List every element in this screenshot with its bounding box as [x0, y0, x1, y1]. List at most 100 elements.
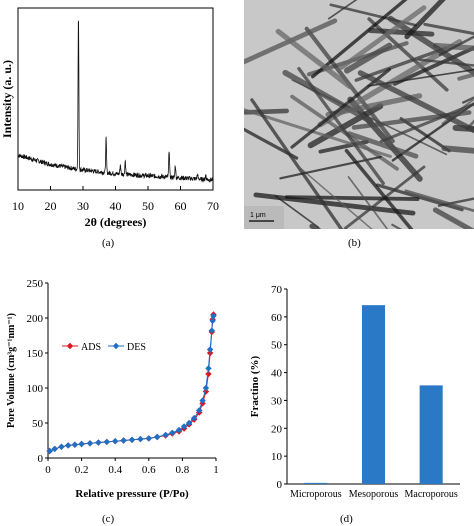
tem-nanorod — [457, 72, 474, 81]
tem-nanorod — [244, 127, 299, 160]
xrd-x-axis-label: 2θ (degrees) — [85, 215, 147, 229]
iso-x-tick-label: 0.6 — [142, 464, 156, 476]
tem-nanorod — [279, 155, 382, 180]
iso-point-des — [112, 438, 119, 445]
tem-nanorod — [284, 195, 420, 201]
iso-legend-marker — [112, 342, 120, 350]
iso-x-axis-label: Relative pressure (P/Po) — [75, 488, 189, 500]
tem-nanorod — [297, 66, 385, 186]
tem-nanorod — [339, 5, 427, 70]
iso-point-des — [78, 440, 85, 448]
iso-x-tick-label: 0.4 — [108, 464, 122, 476]
iso-point-ads — [205, 370, 212, 378]
tem-nanorod — [391, 102, 474, 162]
iso-y-tick-label: 200 — [27, 313, 44, 325]
iso-x-tick-label: 1 — [213, 464, 219, 476]
bar-y-tick-label: 30 — [271, 395, 283, 407]
iso-point-des — [86, 440, 94, 447]
iso-point-des — [154, 433, 161, 441]
tem-nanorod — [423, 22, 474, 36]
tem-nanorod — [311, 0, 408, 79]
tem-nanorod — [354, 46, 447, 82]
tem-nanorod — [367, 27, 435, 37]
iso-point-des — [180, 423, 188, 430]
bar-macroporous — [419, 385, 443, 484]
tem-nanorod — [250, 98, 344, 229]
iso-x-tick-label: 0 — [45, 464, 51, 476]
tem-nanorod — [417, 58, 474, 67]
tem-nanorod — [346, 131, 419, 159]
iso-point-des — [210, 312, 217, 320]
iso-y-tick-label: 150 — [27, 348, 44, 360]
tem-nanorod — [282, 69, 374, 125]
xrd-pattern-line — [17, 20, 214, 184]
bar-category-label: Microporous — [290, 489, 342, 500]
tem-nanorod — [296, 165, 373, 229]
iso-point-des — [175, 426, 183, 434]
tem-nanorod — [357, 70, 474, 134]
tem-nanorod — [432, 207, 474, 229]
iso-point-des — [196, 407, 203, 414]
bar-y-tick-label: 10 — [271, 451, 283, 463]
iso-point-des — [145, 435, 152, 442]
iso-point-des — [95, 439, 102, 446]
tem-nanorod — [275, 28, 353, 89]
bar-y-tick-label: 0 — [277, 479, 283, 491]
bar-y-tick-label: 40 — [271, 368, 283, 380]
tem-image: 1 μm — [244, 0, 474, 229]
tem-scale-panel — [244, 206, 284, 229]
iso-x-tick-label: 0.2 — [75, 464, 89, 476]
tem-nanorod — [441, 145, 474, 154]
tem-nanorod — [432, 42, 474, 51]
bar-y-tick-label: 70 — [271, 284, 283, 296]
bar-microporous — [304, 482, 328, 484]
xrd-x-tick-label: 40 — [110, 199, 122, 213]
xrd-x-tick-label: 30 — [77, 199, 89, 213]
tem-nanorod — [404, 0, 446, 40]
bar-category-label: Mesoporous — [349, 489, 399, 500]
iso-point-des — [169, 429, 176, 436]
panel-tag-b: (b) — [348, 237, 361, 249]
panel-tag-a: (a) — [102, 237, 115, 249]
tem-nanorod — [392, 45, 474, 86]
iso-point-des — [199, 397, 206, 404]
iso-line-ads — [49, 314, 214, 452]
bar-y-axis-label: Fractino (%) — [249, 355, 261, 417]
iso-point-des — [128, 436, 136, 443]
iso-point-des — [190, 414, 198, 422]
iso-y-tick-label: 0 — [38, 453, 44, 465]
tem-nanorod — [253, 192, 416, 216]
bar-y-tick-label: 50 — [271, 340, 283, 352]
xrd-x-tick-label: 50 — [142, 199, 154, 213]
iso-point-des — [206, 346, 214, 353]
tem-nanorod — [344, 148, 414, 229]
iso-legend-label: ADS — [81, 342, 101, 353]
iso-point-des — [162, 431, 169, 439]
iso-y-tick-label: 50 — [32, 418, 44, 430]
iso-x-tick-label: 0.8 — [176, 464, 190, 476]
tem-nanorod — [347, 176, 389, 229]
iso-point-des — [120, 437, 127, 444]
xrd-y-axis-label: Intensity (a. u.) — [0, 60, 14, 138]
iso-legend-marker — [66, 342, 74, 350]
iso-point-des — [46, 447, 53, 455]
tem-nanorod — [290, 67, 392, 149]
iso-point-des — [137, 435, 144, 443]
iso-y-tick-label: 100 — [27, 383, 44, 395]
panel-tag-c: (c) — [102, 513, 115, 525]
iso-point-des — [51, 445, 58, 453]
bar-mesoporous — [361, 305, 386, 484]
xrd-x-tick-label: 70 — [207, 199, 219, 213]
iso-line-des — [49, 315, 214, 452]
tem-scale-label: 1 μm — [250, 212, 266, 219]
iso-point-des — [58, 443, 65, 450]
tem-micrograph: 1 μm — [244, 0, 474, 229]
iso-point-des — [71, 441, 79, 448]
iso-y-tick-label: 250 — [27, 278, 44, 290]
iso-point-des — [103, 438, 110, 446]
bar-y-tick-label: 20 — [271, 423, 283, 435]
tem-nanorod — [327, 0, 358, 20]
iso-point-des — [208, 327, 215, 334]
